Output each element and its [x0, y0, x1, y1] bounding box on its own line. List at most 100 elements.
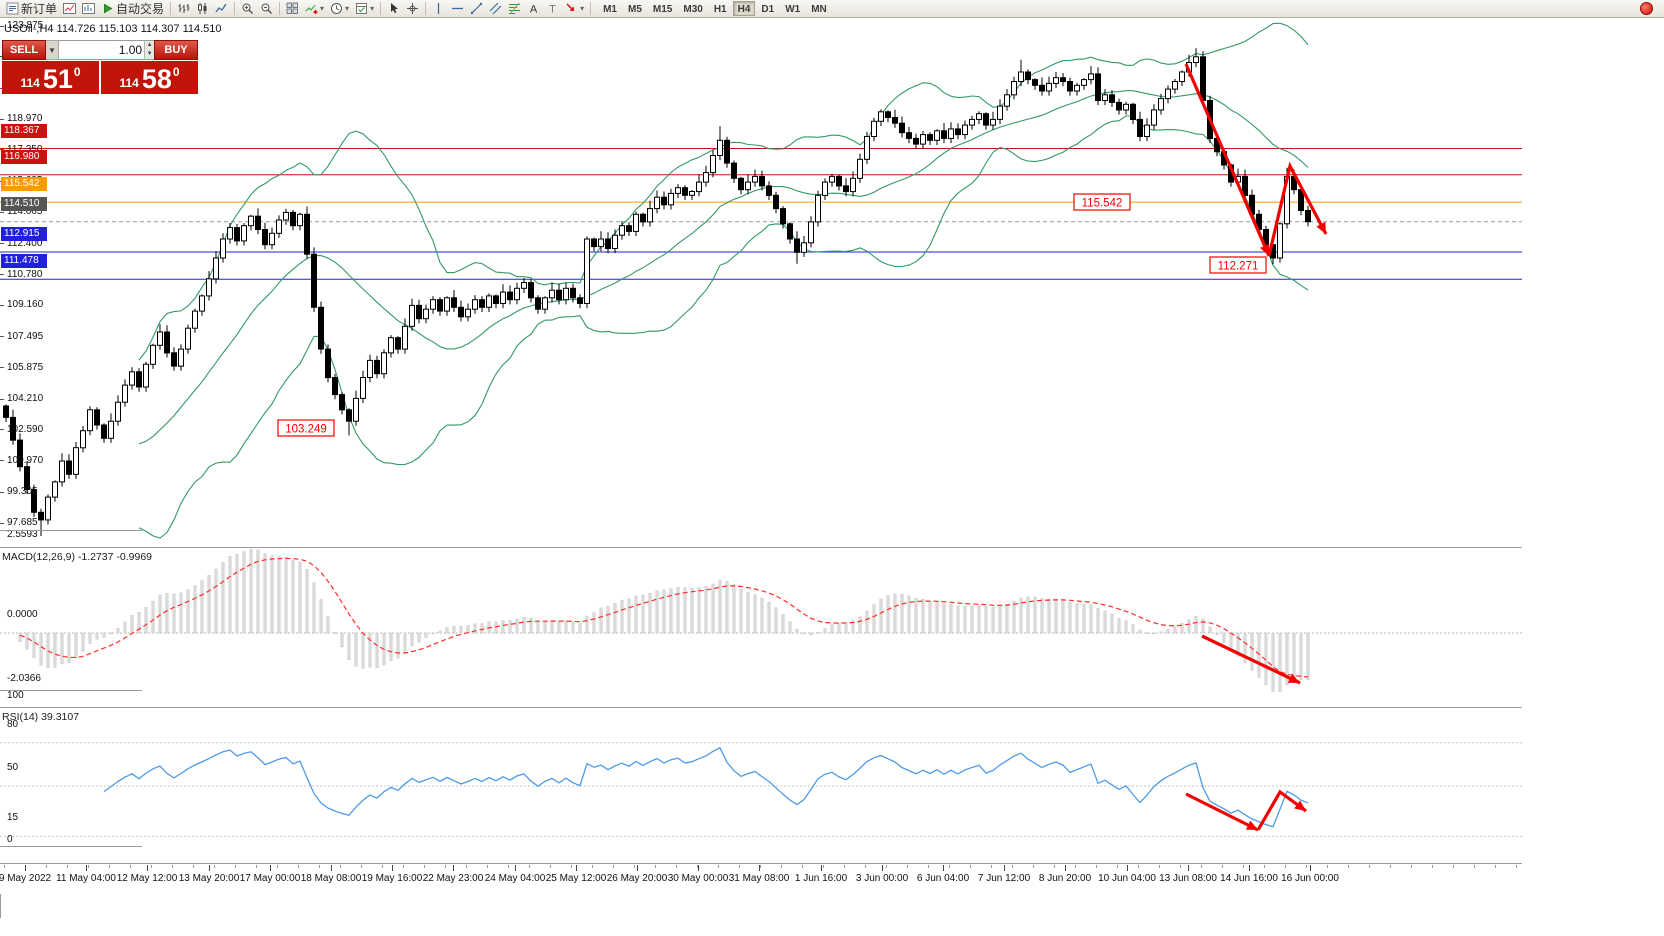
periods-button[interactable]: ▾ — [327, 1, 352, 17]
minor-time-tick — [130, 865, 131, 868]
minor-time-tick — [508, 865, 509, 868]
crosshair-button[interactable] — [403, 1, 422, 17]
macd-signal-line — [19, 557, 1309, 678]
price-annotation-text: 115.542 — [1082, 198, 1123, 210]
horizontal-line-icon — [452, 7, 464, 10]
price-tick-label: 100.970 — [7, 454, 44, 466]
annotation-arrow — [1267, 161, 1328, 257]
price-tick-mark — [0, 491, 4, 493]
main-chart-panel[interactable]: 103.249 115.542 112.271 USOil-,H4 114.726 … — [0, 18, 1522, 548]
vertical-line-icon — [437, 3, 440, 14]
minor-time-tick — [928, 865, 929, 868]
minor-time-tick — [697, 865, 698, 868]
timeframe-button-mn[interactable]: MN — [811, 4, 827, 15]
time-axis[interactable]: 9 May 2022 11 May 04:00 12 May 12:00 13 May… — [0, 864, 1522, 894]
cursor-button[interactable] — [384, 1, 403, 17]
hline-price-tag[interactable]: 112.915 — [1, 226, 47, 241]
zoom-out-icon — [261, 3, 273, 15]
notification-icon[interactable] — [1640, 2, 1653, 15]
rsi-canvas[interactable] — [0, 708, 1522, 864]
minor-time-tick — [592, 865, 593, 868]
templates-button[interactable]: ▾ — [352, 1, 377, 17]
time-tick-mark — [1310, 865, 1311, 871]
hline-price-tag[interactable]: 118.367 — [1, 123, 47, 138]
new-order-icon — [6, 2, 19, 15]
timeframe-button-h1[interactable]: H1 — [713, 4, 727, 15]
chart-window-button[interactable] — [60, 1, 79, 17]
rsi-panel[interactable]: RSI(14) 39.3107 — [0, 708, 1522, 864]
chart-window2-button[interactable] — [79, 1, 98, 17]
timeframe-button-m5[interactable]: M5 — [628, 4, 642, 15]
bid-price[interactable]: 114 51 0 — [2, 61, 99, 94]
timeframe-button-h4[interactable]: H4 — [732, 1, 756, 16]
annotation-arrowhead — [1294, 800, 1306, 811]
time-label: 19 May 16:00 — [361, 873, 423, 884]
panel-separator[interactable] — [0, 707, 1522, 708]
caret-down-icon: ▾ — [320, 3, 325, 13]
minor-time-tick — [1369, 865, 1370, 868]
time-label: 25 May 12:00 — [545, 873, 607, 884]
auto-trading-button[interactable]: 自动交易 — [98, 1, 167, 17]
timeframe-button-m30[interactable]: M30 — [683, 4, 703, 15]
one-click-settings-dropdown[interactable]: ▼ — [46, 40, 59, 60]
price-tick-label: 105.875 — [7, 361, 44, 373]
price-tick-mark — [0, 460, 4, 462]
timeframe-button-d1[interactable]: D1 — [761, 4, 775, 15]
minor-time-tick — [760, 865, 761, 868]
minor-time-tick — [361, 865, 362, 868]
horizontal-line-button[interactable] — [448, 1, 467, 17]
hline-price-tag[interactable]: 115.542 — [1, 177, 47, 192]
timeframe-button-m15[interactable]: M15 — [652, 4, 673, 15]
panel-separator[interactable] — [0, 547, 1522, 548]
time-label: 16 Jun 00:00 — [1281, 873, 1339, 884]
minor-time-tick — [214, 865, 215, 868]
zoom-out-button[interactable] — [257, 1, 276, 17]
horizontal-lines[interactable] — [0, 148, 1522, 280]
time-tick-mark — [1004, 865, 1005, 871]
price-tick-mark — [0, 25, 4, 27]
cursor-icon — [391, 3, 398, 13]
timeframe-button-m1[interactable]: M1 — [603, 4, 617, 15]
sell-button[interactable]: SELL — [2, 40, 46, 60]
time-tick-mark — [1065, 865, 1066, 871]
vertical-line-button[interactable] — [429, 1, 448, 17]
play-icon — [104, 3, 113, 14]
chart-bars-button[interactable] — [174, 1, 193, 17]
buy-button[interactable]: BUY — [154, 40, 198, 60]
minor-time-tick — [1495, 865, 1496, 868]
spinner-up-icon[interactable]: ▲ — [146, 42, 153, 48]
chart-line-button[interactable] — [212, 1, 231, 17]
price-tick-label: 109.160 — [7, 299, 44, 311]
text-tool-button[interactable]: A — [524, 1, 543, 17]
hline-price-tag[interactable]: 116.980 — [1, 149, 47, 164]
minor-time-tick — [1117, 865, 1118, 868]
minor-time-tick — [823, 865, 824, 868]
new-order-button[interactable]: 新订单 — [3, 1, 60, 17]
label-tool-button[interactable]: T — [543, 1, 562, 17]
indicators-button[interactable]: ▾ — [302, 1, 327, 17]
price-tick-mark — [0, 522, 4, 524]
macd-panel[interactable]: MACD(12,26,9) -1.2737 -0.9969 — [0, 548, 1522, 708]
main-chart-canvas[interactable]: 103.249 115.542 112.271 — [0, 18, 1522, 548]
ask-price[interactable]: 114 58 0 — [101, 61, 198, 94]
spinner-down-icon[interactable]: ▼ — [146, 51, 153, 57]
fibonacci-button[interactable] — [505, 1, 524, 17]
minor-time-tick — [1453, 865, 1454, 868]
annotation-arrow — [1201, 634, 1301, 685]
chart-candlestick-button[interactable] — [193, 1, 212, 17]
toolbar-separator — [380, 2, 382, 15]
channel-button[interactable] — [486, 1, 505, 17]
minor-time-tick — [4, 865, 5, 868]
timeframe-button-w1[interactable]: W1 — [785, 4, 801, 15]
minor-time-tick — [88, 865, 89, 868]
arrows-tool-button[interactable]: ▾ — [562, 1, 587, 17]
line-chart-icon — [215, 3, 227, 13]
volume-input[interactable] — [59, 41, 145, 59]
trendline-button[interactable] — [467, 1, 486, 17]
tile-windows-button[interactable] — [283, 1, 302, 17]
macd-canvas[interactable] — [0, 548, 1522, 708]
zoom-in-button[interactable] — [238, 1, 257, 17]
hline-price-tag[interactable]: 111.478 — [1, 254, 47, 269]
time-tick-mark — [86, 865, 87, 871]
